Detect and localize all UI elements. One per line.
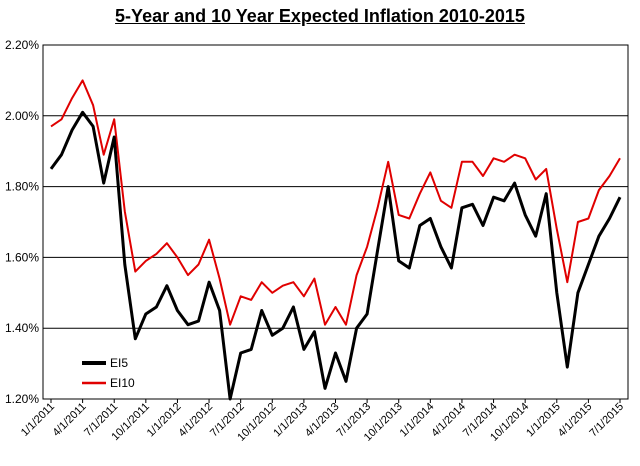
y-tick-label: 1.20% xyxy=(5,392,39,406)
y-axis-ticks: 1.20% 1.40% 1.60% 1.80% 2.00% 2.20% xyxy=(5,38,39,406)
legend-label: EI10 xyxy=(110,376,135,390)
legend-label: EI5 xyxy=(110,356,128,370)
y-tick-label: 2.00% xyxy=(5,109,39,123)
chart-title: 5-Year and 10 Year Expected Inflation 20… xyxy=(115,6,525,26)
series-line-ei10 xyxy=(50,79,621,326)
legend: EI5 EI10 xyxy=(82,356,135,390)
x-axis-ticks: 1/1/20114/1/20117/1/201110/1/20111/1/201… xyxy=(19,399,626,444)
x-tick-label: 1/1/2011 xyxy=(19,401,57,439)
series-line-ei5 xyxy=(49,110,622,401)
y-tick-label: 1.40% xyxy=(5,321,39,335)
y-tick-label: 2.20% xyxy=(5,38,39,52)
x-tick-label: 4/1/2011 xyxy=(51,401,89,439)
x-tick-label: 7/1/2015 xyxy=(587,401,626,440)
series-lines xyxy=(49,79,622,401)
y-tick-label: 1.80% xyxy=(5,180,39,194)
y-tick-label: 1.60% xyxy=(5,250,39,264)
